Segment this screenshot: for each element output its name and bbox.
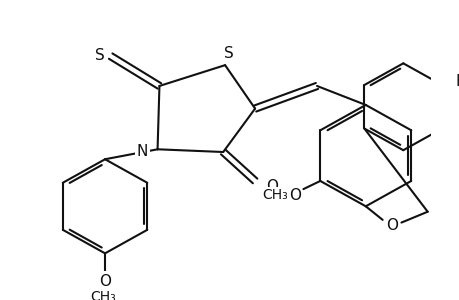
Text: S: S bbox=[95, 48, 104, 63]
Text: O: O bbox=[385, 218, 397, 233]
Text: N: N bbox=[136, 144, 148, 159]
Text: F: F bbox=[454, 74, 459, 89]
Text: S: S bbox=[224, 46, 233, 61]
Text: CH₃: CH₃ bbox=[90, 290, 116, 300]
Text: O: O bbox=[288, 188, 300, 203]
Text: O: O bbox=[99, 274, 111, 289]
Text: O: O bbox=[266, 179, 278, 194]
Text: CH₃: CH₃ bbox=[262, 188, 287, 203]
